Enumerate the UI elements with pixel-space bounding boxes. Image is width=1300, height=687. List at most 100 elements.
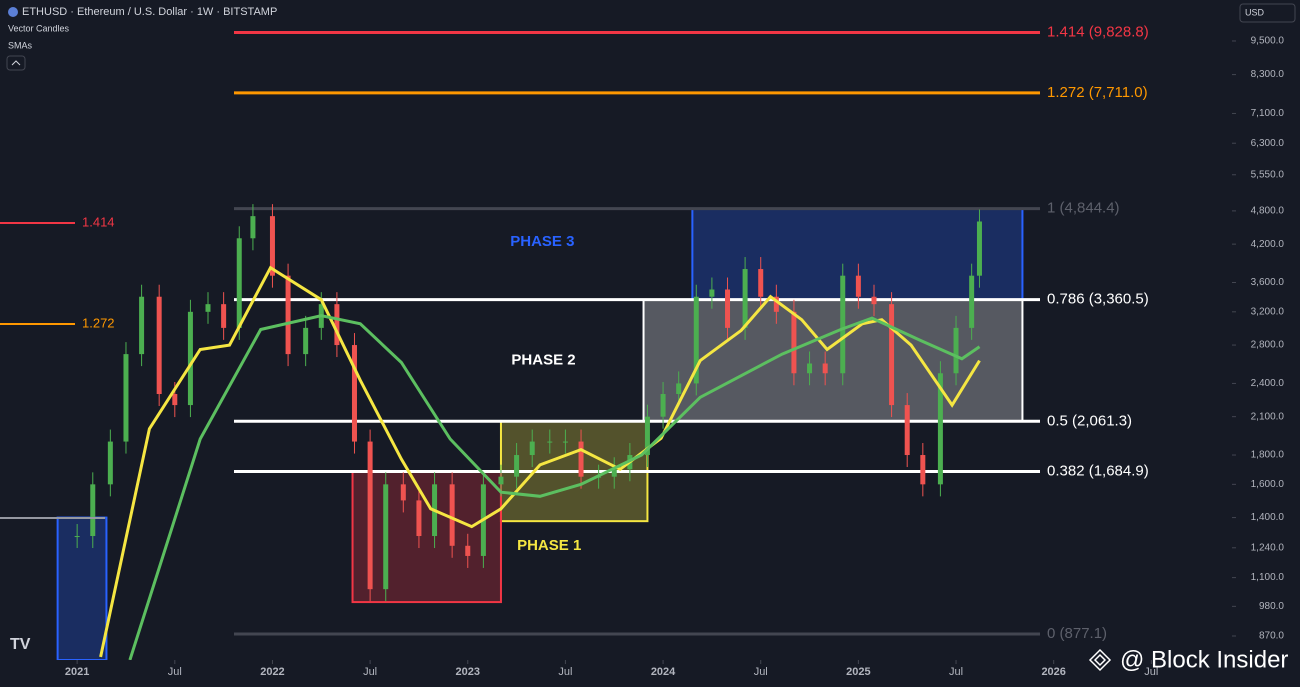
- candle: [156, 296, 162, 395]
- candle: [221, 304, 227, 328]
- y-tick-label: 1,240.0: [1251, 542, 1285, 553]
- fib-label: 1 (4,844.4): [1047, 200, 1120, 217]
- fib-label: 0.786 (3,360.5): [1047, 291, 1149, 308]
- x-tick-label: Jul: [558, 666, 572, 678]
- candle: [693, 296, 699, 384]
- y-tick-label: 3,200.0: [1251, 306, 1285, 317]
- candle: [644, 416, 650, 456]
- candle: [449, 484, 455, 546]
- candle: [172, 394, 178, 406]
- candle: [871, 296, 877, 305]
- candle: [904, 405, 910, 456]
- x-tick-label: 2021: [65, 666, 89, 678]
- zone: [642, 298, 1024, 423]
- x-tick-label: Jul: [754, 666, 768, 678]
- symbol-title: ETHUSD · Ethereum / U.S. Dollar · 1W · B…: [22, 6, 277, 18]
- candle: [107, 441, 113, 485]
- candle: [187, 311, 193, 406]
- candle: [90, 484, 96, 537]
- candle: [758, 269, 764, 297]
- candle: [498, 476, 504, 485]
- candle: [303, 327, 309, 355]
- indicator: SMAs: [8, 40, 33, 50]
- candle: [676, 383, 682, 395]
- candle: [236, 238, 242, 328]
- candle: [123, 354, 129, 442]
- candle: [383, 484, 389, 590]
- candle: [889, 304, 895, 406]
- candle: [840, 275, 846, 374]
- candle: [334, 304, 340, 346]
- y-tick-label: 9,500.0: [1251, 36, 1285, 47]
- fib-label: 0.5 (2,061.3): [1047, 412, 1132, 429]
- candle: [351, 345, 357, 442]
- fib-label: 0.382 (1,684.9): [1047, 462, 1149, 479]
- left-marker: 1.414: [82, 214, 115, 229]
- candle: [953, 327, 959, 374]
- x-tick-label: 2025: [846, 666, 870, 678]
- x-tick-label: 2024: [651, 666, 676, 678]
- y-tick-label: 4,800.0: [1251, 206, 1285, 217]
- candle: [969, 275, 975, 328]
- zone-label: PHASE 2: [511, 351, 575, 368]
- collapse-button[interactable]: [6, 55, 26, 71]
- candle: [139, 296, 145, 355]
- candle: [250, 216, 256, 239]
- zone: [56, 516, 108, 660]
- candle: [660, 394, 666, 417]
- candle: [400, 484, 406, 501]
- y-tick-label: 6,300.0: [1251, 138, 1285, 149]
- candle: [920, 455, 926, 485]
- y-tick-label: 7,100.0: [1251, 108, 1285, 119]
- candle: [529, 441, 535, 456]
- candle: [822, 363, 828, 374]
- candle: [611, 469, 617, 477]
- candle: [807, 363, 813, 374]
- fib-label: 1.414 (9,828.8): [1047, 23, 1149, 40]
- x-tick-label: Jul: [363, 666, 377, 678]
- y-tick-label: 3,600.0: [1251, 277, 1285, 288]
- zone: [351, 470, 502, 604]
- y-tick-label: 980.0: [1259, 601, 1284, 612]
- fib-label: 1.272 (7,711.0): [1047, 84, 1148, 101]
- candle: [578, 441, 584, 477]
- y-tick-label: 2,400.0: [1251, 378, 1285, 389]
- eth-icon: [8, 7, 18, 17]
- y-tick-label: 8,300.0: [1251, 69, 1285, 80]
- candle: [416, 500, 422, 537]
- x-tick-label: Jul: [1144, 666, 1158, 678]
- x-tick-label: 2026: [1041, 666, 1065, 678]
- candle: [937, 373, 943, 485]
- x-tick-label: Jul: [168, 666, 182, 678]
- watermark: @ Block Insider: [1120, 646, 1288, 673]
- x-tick-label: 2023: [456, 666, 480, 678]
- y-tick-label: 2,100.0: [1251, 411, 1285, 422]
- logo: TV: [10, 636, 31, 653]
- candle: [465, 545, 471, 556]
- x-tick-label: Jul: [949, 666, 963, 678]
- currency: USD: [1245, 7, 1265, 17]
- candle: [367, 441, 373, 590]
- candle: [709, 289, 715, 297]
- sma-line: [99, 265, 981, 658]
- zone-label: PHASE 3: [510, 233, 574, 250]
- y-tick-label: 1,100.0: [1251, 572, 1285, 583]
- plot-area: PHASE 1 PHASE 2 PHASE 3 1.414 (9,828.8) 1.27…: [56, 23, 1149, 660]
- left-marker: 1.272: [82, 315, 115, 330]
- candle: [514, 455, 520, 477]
- y-tick-label: 1,600.0: [1251, 479, 1285, 490]
- currency-select[interactable]: [1239, 3, 1296, 23]
- zone-label: PHASE 1: [517, 537, 581, 554]
- y-tick-label: 870.0: [1259, 631, 1284, 642]
- candle: [285, 275, 291, 355]
- y-tick-label: 1,800.0: [1251, 450, 1285, 461]
- watermark-icon: [1088, 648, 1112, 672]
- y-tick-label: 4,200.0: [1251, 239, 1285, 250]
- y-tick-label: 1,400.0: [1251, 512, 1285, 523]
- candle: [855, 275, 861, 297]
- candle: [791, 311, 797, 374]
- candle: [725, 289, 731, 328]
- candle: [742, 269, 748, 328]
